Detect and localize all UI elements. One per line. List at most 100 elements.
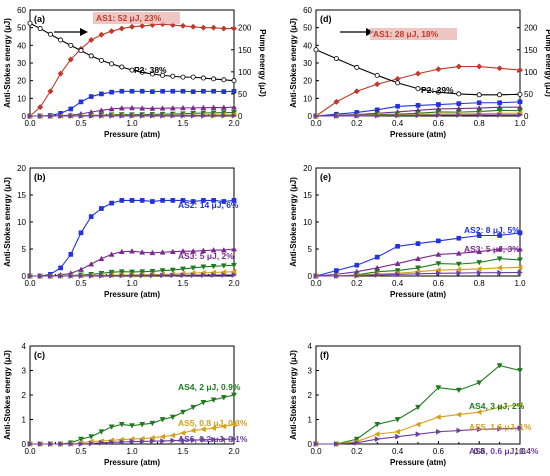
x-axis-label: Pressure (atm) xyxy=(104,458,160,467)
data-point-as6 xyxy=(119,439,125,445)
data-point-as5 xyxy=(414,421,421,428)
data-point-p2 xyxy=(211,76,217,82)
data-point-as2 xyxy=(334,268,339,273)
series-p2 xyxy=(313,47,523,98)
data-point-as2 xyxy=(99,206,104,211)
data-point-as1 xyxy=(496,65,503,72)
data-point-p2 xyxy=(190,74,196,80)
x-tick-label: 0.5 xyxy=(75,279,87,288)
data-point-as3 xyxy=(98,255,105,262)
y-tick-label: 15 xyxy=(17,191,26,200)
data-point-as4 xyxy=(159,268,166,274)
data-point-as6 xyxy=(160,438,166,445)
series-p2 xyxy=(27,20,237,84)
y-tick-label: 10 xyxy=(303,94,312,103)
data-point-as2 xyxy=(354,262,360,268)
data-point-as2 xyxy=(221,199,227,204)
data-point-as6 xyxy=(313,441,320,447)
panel-b: 0.0 0.5 1.0 1.5 2.0 0 5 10 15 20 Pressure (atm) Ant… xyxy=(3,164,240,299)
data-point-as2 xyxy=(211,88,216,94)
data-point-as4 xyxy=(78,436,84,443)
data-point-as6 xyxy=(354,439,360,446)
panel-label: (d) xyxy=(320,14,332,24)
data-point-as4 xyxy=(394,268,401,274)
data-point-as6 xyxy=(456,112,462,118)
data-point-as2 xyxy=(456,235,462,241)
data-point-as5 xyxy=(179,430,186,436)
data-point-as6 xyxy=(58,273,64,279)
data-point-as6 xyxy=(109,272,115,279)
data-point-as5 xyxy=(516,401,523,408)
data-point-as6 xyxy=(517,269,524,276)
data-point-as2 xyxy=(170,198,176,203)
data-point-as3 xyxy=(231,104,237,110)
x-tick-label: 0.4 xyxy=(392,279,404,288)
x-axis-label: Pressure (atm) xyxy=(104,130,160,139)
data-point-as2 xyxy=(231,198,237,203)
data-point-p2 xyxy=(139,69,145,75)
data-point-p2 xyxy=(333,56,339,62)
y-right-tick-label: 50 xyxy=(238,90,247,99)
x-tick-label: 0.6 xyxy=(433,279,445,288)
series-as6 xyxy=(27,271,238,279)
data-point-as6 xyxy=(374,436,381,443)
data-point-as6 xyxy=(129,112,136,119)
data-point-as6 xyxy=(88,440,95,447)
data-point-as6 xyxy=(476,426,483,433)
x-tick-label: 0.0 xyxy=(24,119,36,128)
data-point-as2 xyxy=(497,100,502,106)
data-point-as4 xyxy=(108,269,115,276)
data-point-as3 xyxy=(149,105,156,111)
data-point-as4 xyxy=(180,409,186,416)
data-point-as3 xyxy=(118,248,125,255)
data-point-as3 xyxy=(200,247,207,253)
data-point-as4 xyxy=(476,380,483,386)
data-point-as4 xyxy=(180,266,186,273)
data-point-as6 xyxy=(180,437,187,444)
data-point-as2 xyxy=(170,88,176,94)
data-point-as6 xyxy=(436,112,442,119)
data-point-as5 xyxy=(496,264,502,271)
y-tick-label: 4 xyxy=(308,342,313,351)
data-point-as2 xyxy=(78,99,84,105)
data-point-as3 xyxy=(220,104,227,110)
y-right-tick-label: 50 xyxy=(524,90,533,99)
data-point-as6 xyxy=(456,270,462,276)
data-point-as6 xyxy=(221,436,227,443)
data-point-p2 xyxy=(456,91,462,97)
data-point-as3 xyxy=(129,104,135,111)
data-point-as6 xyxy=(27,273,34,279)
data-point-as6 xyxy=(476,111,483,118)
y-tick-label: 60 xyxy=(17,6,26,15)
data-point-as3 xyxy=(78,266,84,272)
annotation-as2: AS2: 14 μJ, 6% xyxy=(178,200,239,210)
data-point-p2 xyxy=(497,92,503,98)
data-point-as1 xyxy=(179,22,187,29)
data-point-as2 xyxy=(456,101,462,106)
data-point-as2 xyxy=(436,238,441,244)
data-point-as6 xyxy=(99,112,105,119)
data-point-as6 xyxy=(37,441,44,447)
x-tick-label: 1.5 xyxy=(177,447,189,456)
data-point-as1 xyxy=(67,56,74,63)
y-tick-label: 50 xyxy=(17,24,26,33)
y-tick-label: 0 xyxy=(22,440,27,449)
data-point-p2 xyxy=(313,47,319,53)
data-point-p2 xyxy=(149,71,155,77)
annotation-as6: AS6, 0.2 μJ, 0.1% xyxy=(178,434,248,444)
data-point-as1 xyxy=(98,31,105,38)
x-tick-label: 1.0 xyxy=(126,447,138,456)
data-point-as6 xyxy=(415,112,422,119)
data-point-p2 xyxy=(68,42,74,48)
data-point-as6 xyxy=(334,273,340,279)
data-point-as4 xyxy=(231,392,237,399)
data-point-as3 xyxy=(210,104,217,110)
data-point-p2 xyxy=(58,37,64,43)
data-point-as3 xyxy=(108,251,115,257)
panel-label: (e) xyxy=(320,172,331,182)
y-tick-label: 2 xyxy=(22,391,27,400)
data-point-as6 xyxy=(517,425,524,432)
x-tick-label: 0.6 xyxy=(433,447,445,456)
data-point-as2 xyxy=(99,91,104,97)
x-tick-label: 0.0 xyxy=(310,279,322,288)
